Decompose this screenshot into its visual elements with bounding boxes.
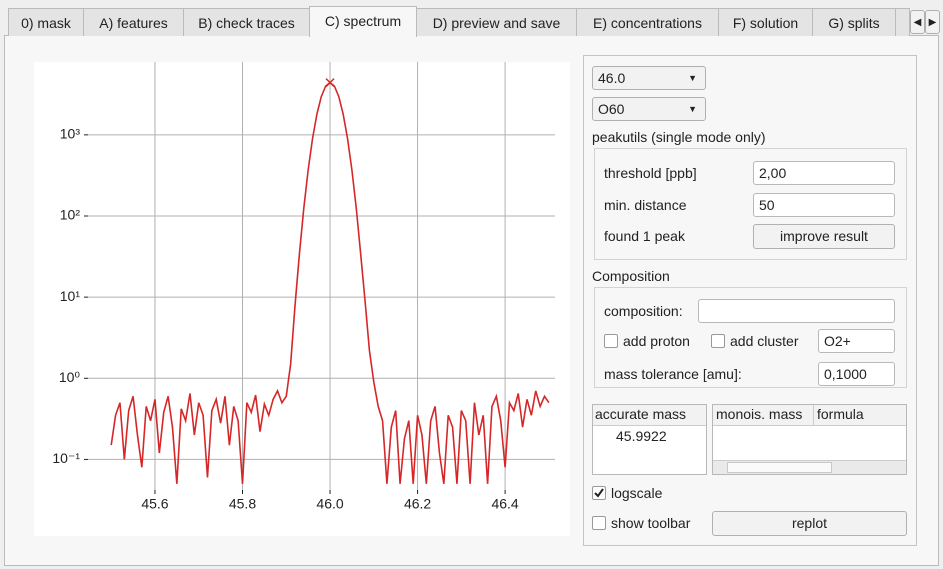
tab-scroll-left[interactable]: ◀ (910, 10, 925, 34)
table-cell: 45.9922 (616, 428, 667, 444)
x-tick-label: 46.4 (491, 496, 518, 512)
peak-marker (325, 78, 335, 88)
label: add proton (623, 333, 690, 349)
label: mass tolerance [amu]: (604, 366, 742, 382)
tab[interactable]: C) spectrum (309, 6, 417, 37)
text-input[interactable]: O2+ (818, 329, 895, 353)
tab[interactable]: D) preview and save (416, 8, 577, 36)
tab[interactable]: 0) mask (8, 8, 84, 36)
table-header: accurate mass (593, 405, 706, 426)
check-mark (594, 488, 604, 498)
scrollbar-handle[interactable] (727, 462, 832, 473)
formula-dropdown[interactable]: O60 ▼ (592, 97, 706, 121)
label: composition: (604, 303, 683, 319)
label: Composition (592, 268, 670, 284)
mass-dropdown[interactable]: 46.0 ▼ (592, 66, 706, 90)
table-header: monois. mass (713, 405, 814, 426)
scrollbar[interactable] (713, 460, 906, 474)
label: peakutils (single mode only) (592, 129, 766, 145)
label: logscale (611, 485, 663, 501)
tab[interactable]: G) splits (812, 8, 896, 36)
checkbox[interactable] (592, 486, 606, 500)
x-tick-label: 45.6 (141, 496, 168, 512)
checkbox[interactable] (592, 516, 606, 530)
spinbox[interactable]: 50 (753, 193, 895, 217)
button[interactable]: replot (712, 511, 907, 536)
y-tick-label: 10⁻¹ (52, 450, 80, 466)
checkbox[interactable] (711, 334, 725, 348)
text-input[interactable] (698, 299, 895, 323)
label: min. distance (604, 197, 687, 213)
tab[interactable]: F) solution (718, 8, 813, 36)
tab[interactable] (895, 8, 910, 36)
x-tick-label: 46.0 (316, 496, 343, 512)
spinbox[interactable]: 2,00 (753, 161, 895, 185)
chart: 45.6 45.8 46.0 46.2 46.4 10⁻¹ 10⁰ 10¹ 10² 10³ (34, 62, 570, 536)
label: found 1 peak (604, 228, 685, 244)
table: accurate mass 45.9922 (592, 404, 707, 475)
y-tick-label: 10¹ (60, 288, 81, 304)
table: monois. mass formula (712, 404, 907, 475)
x-tick-label: 45.8 (229, 496, 256, 512)
y-tick-label: 10² (60, 207, 81, 223)
control-panel (583, 55, 917, 546)
tab-scroll-right[interactable]: ▶ (925, 10, 940, 34)
y-tick-label: 10³ (60, 126, 81, 142)
table-header: formula (814, 405, 906, 426)
x-tick-label: 46.2 (404, 496, 431, 512)
label: show toolbar (611, 515, 691, 531)
group-box (594, 287, 907, 388)
tab[interactable]: B) check traces (183, 8, 310, 36)
spinbox[interactable]: 0,1000 (818, 362, 895, 386)
dropdown-value: 46.0 (598, 70, 626, 86)
figure-background (34, 62, 570, 536)
button[interactable]: improve result (753, 224, 895, 249)
dropdown-value: O60 (598, 101, 625, 117)
label: add cluster (730, 333, 799, 349)
group-box (594, 148, 907, 260)
tab[interactable]: E) concentrations (576, 8, 719, 36)
label: threshold [ppb] (604, 165, 697, 181)
checkbox[interactable] (604, 334, 618, 348)
y-tick-label: 10⁰ (59, 369, 81, 385)
